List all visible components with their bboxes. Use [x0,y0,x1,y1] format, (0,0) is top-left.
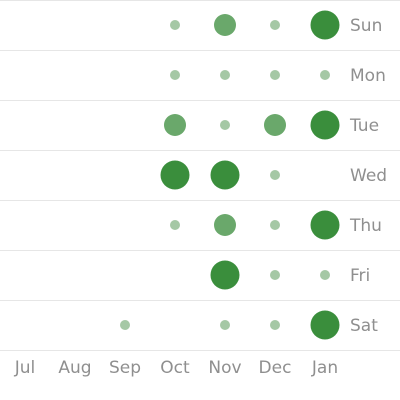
month-label: Jan [311,358,338,378]
data-point [320,270,330,280]
month-label: Aug [58,358,91,378]
data-point [264,114,286,136]
data-point [270,270,280,280]
data-point [160,160,190,190]
day-label: Sun [350,16,382,36]
month-label: Dec [259,358,292,378]
data-point [170,70,180,80]
data-point [214,14,236,36]
data-point [220,70,230,80]
day-label: Thu [349,216,382,236]
data-points [120,10,340,340]
data-point [210,260,240,290]
data-point [170,220,180,230]
data-point [210,160,240,190]
data-point [270,220,280,230]
day-label: Tue [349,116,379,136]
data-point [270,70,280,80]
data-point [270,170,280,180]
data-point [164,114,186,136]
grid-lines [0,0,400,351]
data-point [310,10,340,40]
data-point [310,310,340,340]
month-label: Oct [160,358,190,378]
data-point [120,320,130,330]
data-point [220,120,230,130]
day-label: Mon [350,66,386,86]
day-label: Fri [350,266,370,286]
month-label: Sep [109,358,141,378]
data-point [270,320,280,330]
month-label: Jul [14,358,36,378]
day-label: Sat [350,316,378,336]
data-point [220,320,230,330]
data-point [170,20,180,30]
data-point [214,214,236,236]
month-label: Nov [208,358,241,378]
month-labels: Jul Aug Sep Oct Nov Dec Jan [14,358,338,378]
day-labels: Sun Mon Tue Wed Thu Fri Sat [349,16,387,336]
data-point [270,20,280,30]
data-point [320,70,330,80]
data-point [310,210,340,240]
day-label: Wed [350,166,387,186]
data-point [310,110,340,140]
